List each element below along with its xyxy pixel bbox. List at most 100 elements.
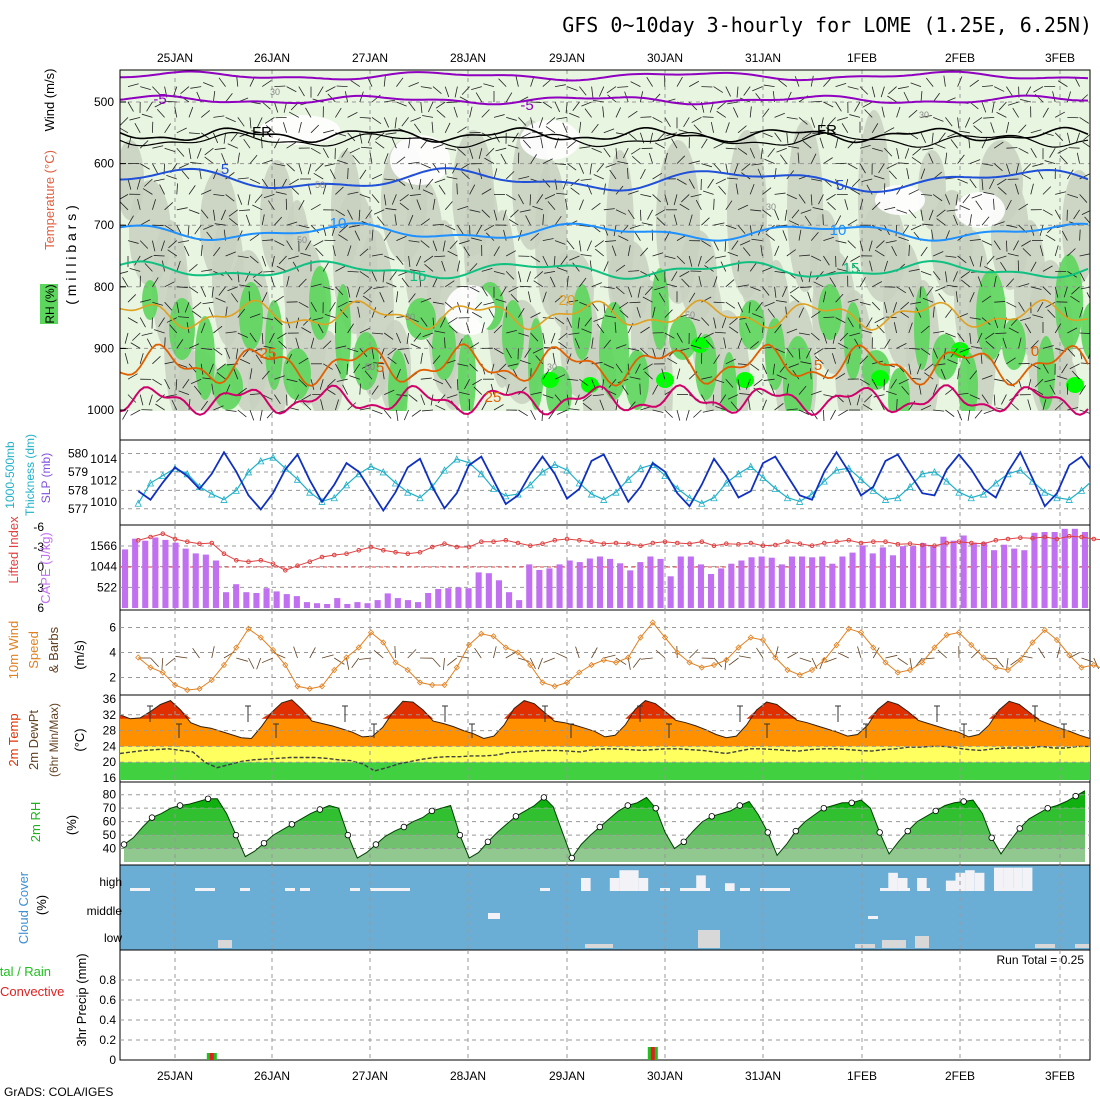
wind-barb [188, 209, 200, 214]
rh-high-region [932, 334, 958, 380]
wind-barb [129, 267, 141, 272]
wind-speed-point [1053, 636, 1061, 644]
cloud-high-bar [1003, 867, 1014, 891]
wind-barb [371, 173, 383, 180]
thickness-point [404, 488, 412, 496]
wind-barb [800, 361, 812, 365]
wind-barb [957, 392, 969, 395]
contour-label: 20 [559, 292, 576, 309]
wind-barb [367, 132, 373, 144]
slp-tick-label: 1010 [90, 495, 117, 509]
wind-speed-point [661, 634, 669, 641]
thickness-point [1065, 495, 1073, 503]
wind-barb [536, 194, 544, 204]
wind-barb [730, 401, 739, 411]
wind-barb [676, 368, 681, 380]
wind-barb [298, 278, 307, 288]
wind-barb [420, 394, 426, 406]
wind-barb [448, 325, 458, 334]
wind-barb [518, 194, 524, 205]
thickness-point [575, 479, 583, 487]
wind-barb [1092, 76, 1093, 87]
lifted-index-point [393, 550, 398, 555]
wind-barb [859, 355, 869, 365]
wind-barb [225, 117, 236, 123]
wind-barb-10m [211, 646, 215, 659]
lifted-index-point [283, 568, 288, 573]
wind-barb [695, 199, 702, 210]
rh-high-region [265, 300, 283, 390]
wind-barb [252, 204, 263, 211]
thickness-point [685, 493, 694, 502]
rh-point [652, 805, 659, 812]
wind-barb-10m [689, 649, 699, 659]
wind-barb [649, 152, 653, 164]
thickness-point [208, 490, 216, 498]
temp-contour-minus5 [120, 94, 1089, 106]
wind-barb [1006, 163, 1011, 175]
wind-barb [379, 348, 385, 359]
lifted-index-point [711, 543, 717, 549]
wind-barb [960, 279, 971, 288]
temp-band-yellow [120, 746, 1090, 763]
wind-barb [213, 194, 225, 197]
wind-speed-point [955, 629, 963, 636]
wind-barb [349, 375, 360, 380]
wind-barb [749, 148, 756, 159]
temp-ylabel-2: 2m DewPt [26, 710, 41, 770]
wind-barb [737, 302, 744, 313]
wind-barb [382, 271, 385, 283]
wind-barb [567, 300, 579, 303]
wind-barb [920, 168, 926, 180]
wind-barb [432, 355, 441, 365]
wind-barb [493, 324, 503, 334]
wind-barb [278, 255, 287, 265]
wind-barb [1006, 240, 1008, 252]
rh-point [988, 834, 995, 841]
wind-barb [603, 128, 615, 134]
wind-barb [599, 399, 605, 411]
wind-barb [993, 198, 995, 210]
wind-barb [945, 271, 948, 283]
wind-barb [379, 291, 385, 303]
rh-point [344, 831, 352, 839]
wind-speed-point [894, 669, 901, 676]
thickness-point [477, 469, 485, 478]
wind-barb [432, 223, 444, 226]
wind-barb [618, 301, 629, 309]
wind-barb [225, 194, 235, 202]
rh-point [568, 854, 575, 862]
wind-speed-point [943, 631, 950, 639]
wind-barb-10m [447, 657, 457, 666]
lifted-index-point [1042, 534, 1048, 540]
rh-point [148, 814, 156, 821]
wind-barb [481, 286, 488, 297]
wind-barb [751, 163, 763, 166]
wind-barb [798, 117, 808, 125]
wind-barb [762, 132, 773, 138]
bottom-date-label: 29JAN [549, 1069, 585, 1083]
wind-barb [859, 378, 870, 386]
wind-barb [1006, 147, 1018, 149]
wind-barb [880, 86, 885, 98]
wind-speed-point [870, 644, 877, 651]
cape-bar [991, 550, 998, 608]
wind-barb [481, 209, 490, 218]
wind-barb [409, 194, 421, 196]
lifted-index-point [969, 540, 974, 546]
wind-barb [1042, 107, 1049, 118]
wind-barb [1032, 163, 1044, 167]
wind-barb [408, 137, 411, 149]
wind-barb [945, 152, 948, 164]
wind-barb [579, 163, 585, 174]
wind-barb [505, 383, 510, 395]
wind-barb-10m [175, 655, 188, 659]
wind-barb [530, 154, 537, 164]
wind-barb [698, 275, 702, 287]
wind-speed-point [147, 664, 154, 671]
wind-barb [446, 394, 458, 399]
wind-barbs [120, 75, 1093, 422]
wind-barb [792, 369, 800, 380]
wind-barb [347, 286, 351, 298]
wind-barb [654, 286, 665, 291]
